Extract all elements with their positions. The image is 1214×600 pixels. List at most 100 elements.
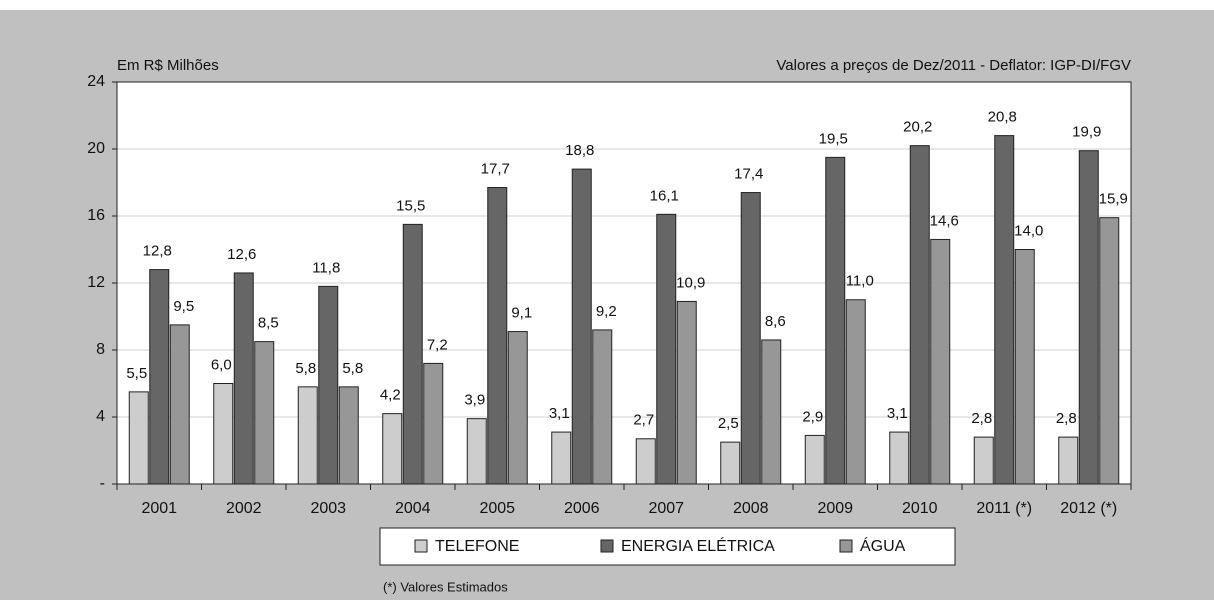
bar [466,418,487,485]
x-tick-label: 2012 (*) [1060,500,1117,517]
x-tick-label: 2008 [733,500,769,517]
value-label: 20,2 [903,119,932,136]
value-label: 16,1 [650,187,679,204]
x-tick-label: 2004 [395,500,431,517]
x-tick-label: 2007 [648,500,684,517]
value-label: 15,5 [396,197,425,214]
x-tick-label: 2005 [479,500,515,517]
x-tick-label: 2003 [310,500,346,517]
y-tick-label: 8 [96,341,105,358]
y-tick-label: 12 [87,274,105,291]
bar [930,238,951,485]
value-label: 5,8 [342,360,363,377]
value-label: 20,8 [988,109,1017,126]
bar [720,441,741,485]
bar [1014,249,1035,485]
legend-label: ENERGIA ELÉTRICA [621,536,775,555]
value-label: 3,9 [464,392,485,409]
bar [128,391,149,485]
value-label: 2,8 [1056,410,1077,427]
value-label: 2,5 [718,415,739,432]
value-label: 12,6 [227,246,256,263]
y-tick-label: 20 [87,140,105,157]
subtitle: Valores a preços de Dez/2011 - Deflator:… [776,57,1131,74]
bar [1078,150,1099,485]
bar [571,168,592,485]
bar [169,324,190,485]
y-tick-label: 16 [87,207,105,224]
value-label: 5,5 [126,365,147,382]
x-tick-label: 2001 [141,500,177,517]
value-label: 4,2 [380,387,401,404]
value-label: 18,8 [565,142,594,159]
legend-label: ÁGUA [860,536,906,555]
bar [973,436,994,485]
y-tick-label: 24 [87,73,105,90]
bar [149,269,170,485]
legend-swatch [600,539,614,553]
bar [592,329,613,485]
value-label: 7,2 [427,336,448,353]
bar [487,187,508,485]
legend-swatch [839,539,853,553]
bar [740,192,761,485]
value-label: 2,7 [633,412,654,429]
value-label: 12,8 [143,243,172,260]
value-label: 10,9 [676,274,705,291]
value-label: 11,8 [312,259,340,276]
bar [761,339,782,485]
footnote: (*) Valores Estimados [383,579,508,594]
bar [676,300,697,485]
value-label: 9,1 [511,305,532,322]
value-label: 2,8 [971,410,992,427]
y-axis-label: Em R$ Milhões [117,57,219,74]
value-label: 5,8 [295,360,316,377]
bar [423,362,444,485]
y-tick-label: 4 [96,408,105,425]
legend-label: TELEFONE [435,538,519,555]
value-label: 3,1 [887,405,908,422]
bar [297,386,318,485]
value-label: 2,9 [802,408,823,425]
bar [825,156,846,485]
bar [382,413,403,485]
x-tick-label: 2006 [564,500,600,517]
bar [551,431,572,485]
plot-border [116,81,1132,485]
value-label: 17,4 [734,166,763,183]
value-label: 14,6 [930,212,959,229]
bar [845,299,866,485]
bar [318,285,339,485]
legend [379,527,956,566]
value-label: 15,9 [1099,191,1128,208]
value-label: 19,9 [1072,124,1101,141]
bar [402,223,423,485]
value-label: 11,0 [846,273,874,290]
x-tick-label: 2010 [902,500,938,517]
bar [804,434,825,485]
value-label: 6,0 [211,356,232,373]
value-label: 19,5 [819,130,848,147]
legend-swatch [414,539,428,553]
value-label: 3,1 [549,405,570,422]
x-tick-label: 2011 (*) [976,500,1032,517]
bar [507,331,528,485]
value-label: 9,2 [596,303,617,320]
bar [994,135,1015,485]
x-tick-label: 2009 [817,500,853,517]
x-tick-label: 2002 [226,500,262,517]
bar [889,431,910,485]
bar [635,438,656,485]
value-label: 17,7 [481,160,510,177]
y-tick-label: - [100,475,105,492]
bar [656,213,677,485]
bar [213,383,234,485]
bar [254,341,275,485]
value-label: 9,5 [173,298,194,315]
bar [909,145,930,485]
value-label: 8,5 [258,315,279,332]
bar [1099,217,1120,485]
bar [233,272,254,485]
bar [1058,436,1079,485]
